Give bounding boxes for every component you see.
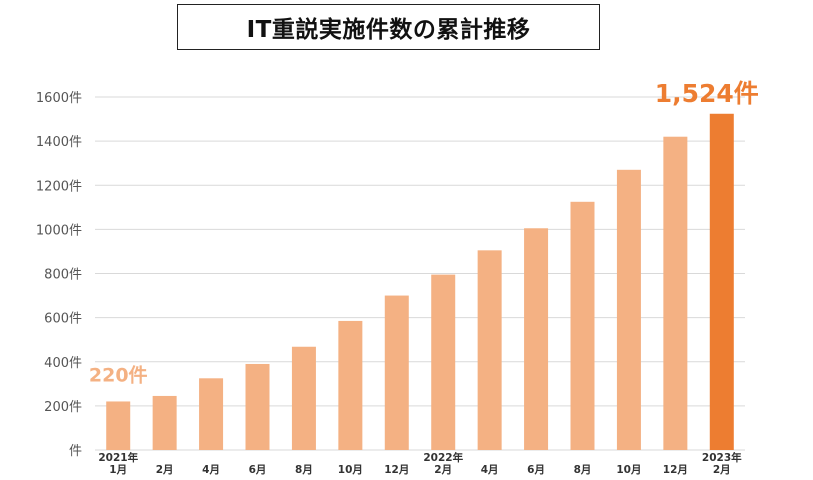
bar: [663, 136, 688, 450]
bar: [152, 395, 177, 450]
y-axis-ticks: 件 200件 400件 600件 800件 1000件 1200件 1400件 1600件: [36, 91, 82, 459]
x-tick-year: 2022年: [423, 451, 463, 464]
bar: [245, 363, 270, 450]
x-tick-month: 12月: [663, 464, 688, 476]
bar: [199, 378, 224, 450]
x-tick-month: 1月: [109, 464, 127, 476]
y-tick-label: 件: [69, 444, 82, 459]
bars: [106, 113, 734, 450]
x-tick-month: 4月: [481, 464, 499, 476]
y-tick-label: 1000件: [36, 223, 82, 238]
x-tick-month: 2月: [434, 464, 452, 476]
bar: [291, 346, 316, 450]
x-tick-month: 4月: [202, 464, 220, 476]
data-label: 1,524件: [655, 79, 759, 108]
bar: [384, 295, 409, 450]
x-tick-month: 6月: [527, 464, 545, 476]
x-tick-month: 10月: [616, 464, 641, 476]
bar: [709, 113, 734, 450]
y-tick-label: 1600件: [36, 91, 82, 106]
bar: [431, 274, 456, 450]
x-tick-year: 2023年: [702, 451, 742, 464]
y-tick-label: 800件: [44, 268, 82, 283]
y-tick-label: 200件: [44, 400, 82, 415]
x-tick-month: 10月: [338, 464, 363, 476]
x-tick-month: 12月: [384, 464, 409, 476]
y-tick-label: 1200件: [36, 179, 82, 194]
bar: [477, 250, 502, 450]
x-tick-month: 2月: [156, 464, 174, 476]
bar: [338, 320, 363, 450]
bar: [570, 201, 595, 450]
bar: [106, 401, 131, 450]
x-tick-year: 2021年: [98, 451, 138, 464]
x-tick-month: 2月: [713, 464, 731, 476]
y-tick-label: 600件: [44, 312, 82, 327]
x-tick-month: 8月: [574, 464, 592, 476]
y-tick-label: 400件: [44, 356, 82, 371]
bar: [616, 169, 641, 450]
bar: [524, 228, 549, 450]
x-tick-month: 8月: [295, 464, 313, 476]
y-tick-label: 1400件: [36, 135, 82, 150]
gridlines: [95, 96, 745, 451]
data-label: 220件: [89, 363, 148, 386]
chart-title: IT重説実施件数の累計推移: [177, 4, 600, 50]
annotations: 220件 1,524件: [89, 79, 759, 387]
x-tick-month: 6月: [249, 464, 267, 476]
